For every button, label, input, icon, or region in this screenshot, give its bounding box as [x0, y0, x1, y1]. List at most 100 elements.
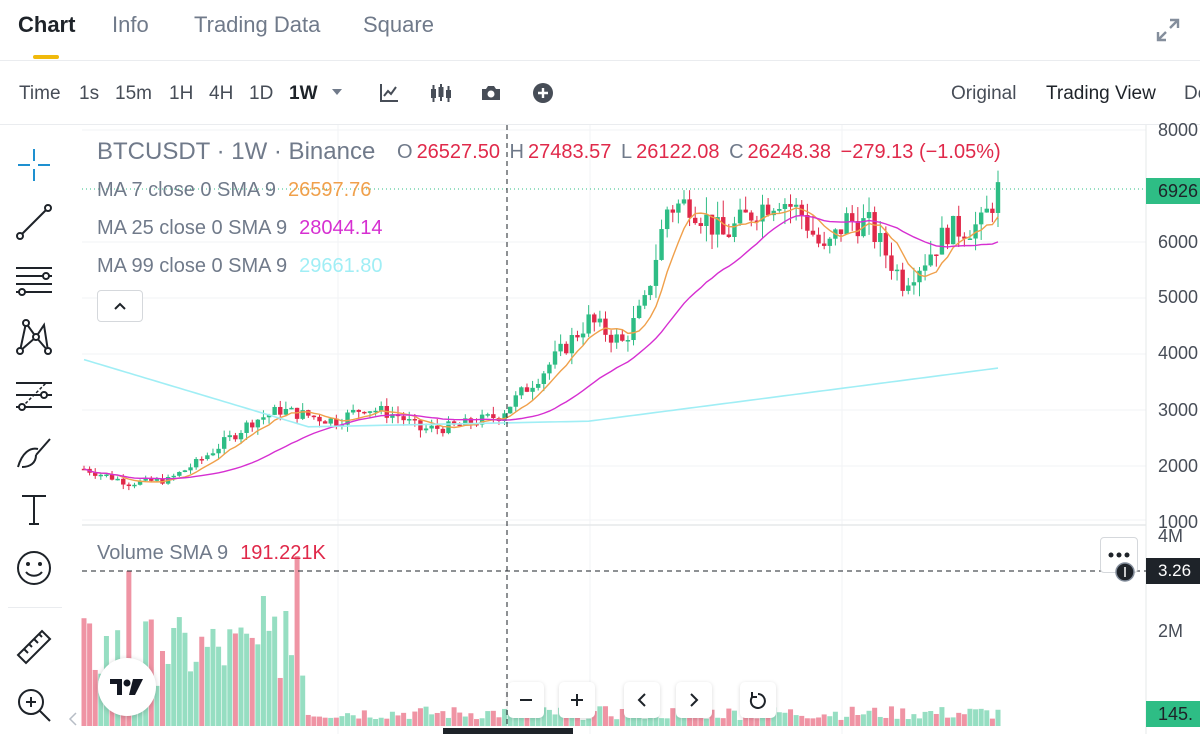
view-trading-view[interactable]: Trading View: [1046, 83, 1156, 104]
tab-square[interactable]: Square: [363, 12, 434, 37]
interval-1h[interactable]: 1H: [169, 83, 194, 104]
candle: [300, 410, 305, 419]
volume-bar: [367, 717, 373, 726]
pattern-icon[interactable]: [14, 317, 54, 357]
chevron-left-icon: [637, 693, 646, 707]
zoom-in-button[interactable]: [559, 682, 595, 718]
price-axis-label: 2000: [1158, 456, 1199, 476]
interval-15m[interactable]: 15m: [115, 83, 152, 104]
time-scrollbar[interactable]: [443, 728, 573, 734]
candle: [642, 295, 647, 306]
volume-bar: [759, 715, 765, 726]
candle: [698, 223, 704, 226]
volume-bar: [232, 633, 238, 726]
volume-bar: [642, 718, 648, 726]
volume-bar: [457, 712, 463, 726]
tradingview-logo[interactable]: [98, 658, 156, 716]
candle: [636, 305, 642, 319]
crosshair-add-icon[interactable]: [1114, 561, 1136, 583]
candle: [132, 484, 137, 487]
volume-bar: [406, 718, 412, 726]
candle: [502, 413, 507, 421]
indicator-icon[interactable]: [378, 82, 400, 104]
volume-bar: [199, 636, 205, 726]
volume-bar: [361, 710, 367, 726]
scroll-right-button[interactable]: [676, 682, 712, 718]
volume-bar: [423, 706, 429, 726]
emoji-icon[interactable]: [14, 548, 54, 588]
volume-bar: [916, 718, 922, 726]
scroll-left-button[interactable]: [624, 682, 660, 718]
volume-bar: [995, 709, 1001, 726]
expand-icon[interactable]: [1154, 16, 1182, 44]
volume-bar: [844, 716, 850, 726]
interval-4h[interactable]: 4H: [209, 83, 234, 104]
candle: [743, 209, 748, 213]
volume-bar: [389, 711, 395, 726]
volume-bar: [782, 712, 788, 726]
volume-bar: [776, 712, 782, 726]
ohlc-legend: O 26527.50 H 27483.57 L 26122.08 C 26248.38 …: [397, 141, 1005, 164]
volume-bar: [176, 617, 182, 726]
interval-1d[interactable]: 1D: [249, 83, 274, 104]
ma7-line: [83, 207, 999, 483]
volume-bar: [765, 713, 771, 726]
tab-info[interactable]: Info: [112, 12, 149, 37]
fib-icon[interactable]: [14, 375, 54, 415]
candle: [311, 415, 317, 418]
candle: [631, 318, 636, 341]
candles-icon[interactable]: [429, 82, 453, 104]
view-depth[interactable]: De: [1184, 83, 1200, 104]
text-icon[interactable]: [14, 490, 54, 530]
volume-bar: [821, 714, 827, 726]
candle: [278, 406, 283, 415]
volume-bar: [647, 717, 653, 726]
view-original[interactable]: Original: [951, 83, 1017, 104]
volume-bar: [928, 711, 934, 726]
chevron-left-icon[interactable]: [68, 712, 78, 726]
volume-bar: [552, 714, 558, 726]
candle: [407, 419, 412, 421]
plus-circle-icon[interactable]: [532, 82, 554, 104]
candle: [227, 435, 232, 438]
interval-1w[interactable]: 1W: [289, 83, 318, 104]
crosshair-icon[interactable]: [14, 145, 54, 185]
candle: [844, 213, 849, 235]
ruler-icon[interactable]: [14, 627, 54, 667]
candle: [513, 395, 518, 407]
chevron-down-icon[interactable]: [330, 87, 344, 97]
candle: [238, 432, 244, 440]
interval-1s[interactable]: 1s: [79, 83, 100, 104]
volume-bar: [659, 718, 665, 726]
candle: [765, 204, 771, 216]
brush-icon[interactable]: [14, 433, 54, 473]
volume-bar: [345, 713, 351, 726]
volume-bar: [816, 717, 822, 726]
candle: [917, 270, 922, 283]
horizontal-lines-icon[interactable]: [14, 260, 54, 300]
collapse-legend-button[interactable]: [97, 290, 143, 322]
zoom-out-button[interactable]: [508, 682, 544, 718]
volume-axis-label: 2M: [1158, 621, 1184, 641]
volume-bar: [445, 717, 451, 726]
trend-line-icon[interactable]: [14, 202, 54, 242]
reset-chart-button[interactable]: [740, 682, 776, 718]
ma99-label: MA 99 close 0 SMA 9: [97, 255, 288, 277]
time-label[interactable]: Time: [19, 83, 61, 104]
volume-bar: [731, 710, 737, 726]
tab-chart[interactable]: Chart: [18, 12, 76, 37]
volume-bar: [541, 707, 547, 726]
volume-bar: [126, 571, 132, 726]
ma25-legend: MA 25 close 0 SMA 9 28044.14: [97, 217, 383, 240]
volume-bar: [945, 717, 951, 726]
ma7-value: 26597.76: [287, 179, 372, 201]
tab-trading-data[interactable]: Trading Data: [194, 12, 321, 37]
candle: [261, 417, 266, 420]
zoom-icon[interactable]: [14, 685, 54, 725]
volume-bar: [490, 710, 496, 726]
high-value: 27483.57: [528, 141, 612, 163]
top-tabs: Chart Info Trading Data Square: [0, 0, 1200, 61]
camera-icon[interactable]: [480, 82, 502, 104]
volume-bar: [479, 718, 485, 726]
